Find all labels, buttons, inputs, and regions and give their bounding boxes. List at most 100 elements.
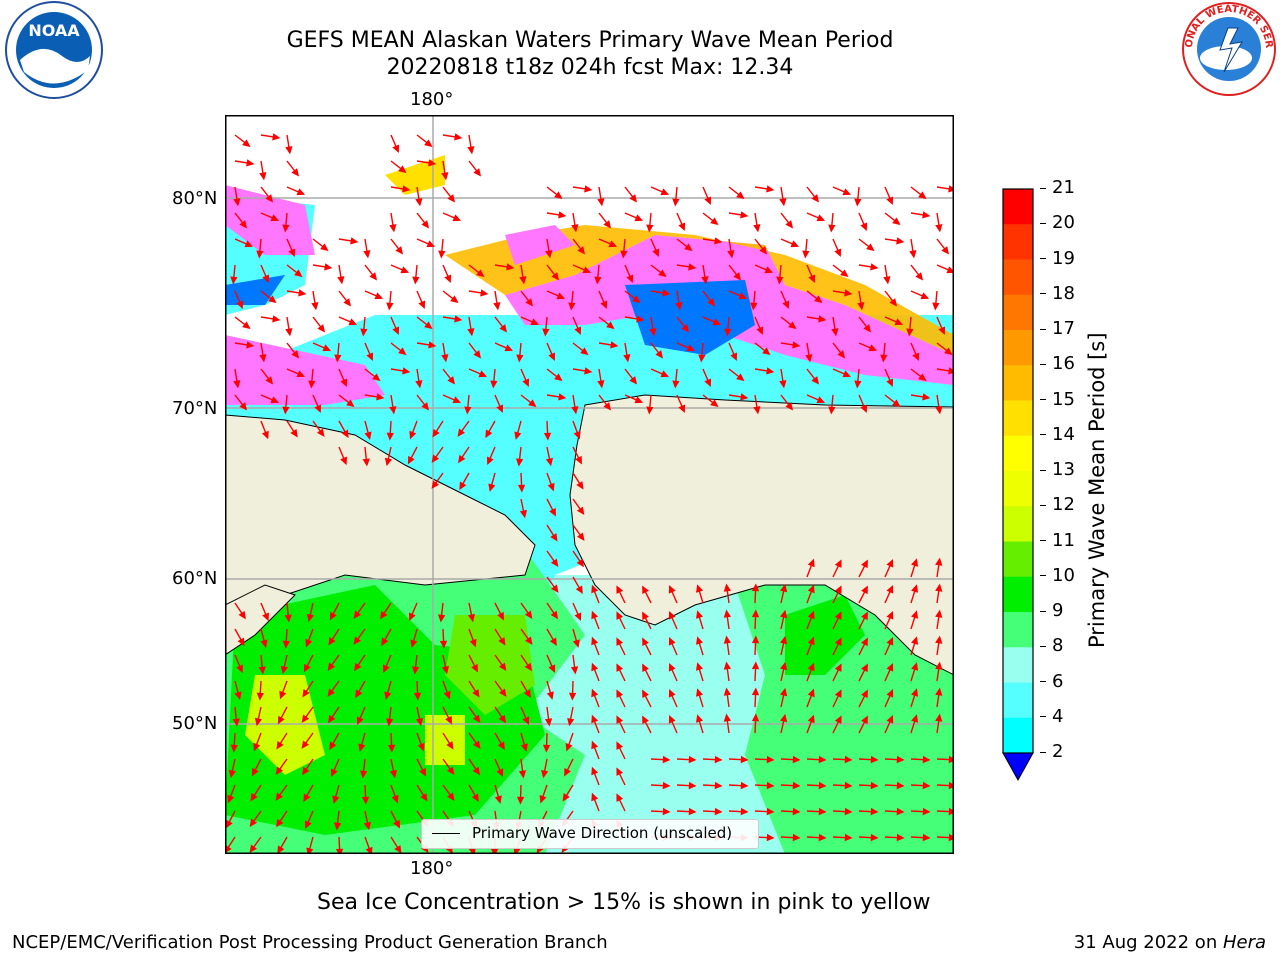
colorbar-segment — [1003, 365, 1033, 401]
wave-direction-arrowhead — [662, 807, 671, 816]
wave-direction-arrowhead — [591, 584, 599, 594]
wave-direction-arrowhead — [935, 713, 943, 722]
wave-direction-arrowhead — [577, 246, 586, 255]
wave-direction-arrowhead — [730, 352, 738, 362]
wave-direction-arrowhead — [610, 341, 619, 349]
wave-direction-arrowhead — [805, 354, 813, 363]
colorbar-segment — [1003, 506, 1033, 542]
wave-direction-arrowhead — [861, 715, 868, 725]
wave-direction-arrowhead — [354, 662, 362, 672]
wave-direction-arrowhead — [948, 755, 954, 764]
wave-direction-arrowhead — [906, 328, 914, 337]
wave-direction-arrowhead — [393, 819, 400, 829]
wave-direction-arrowhead — [780, 609, 788, 619]
wave-direction-arrowhead — [629, 376, 638, 385]
wave-direction-arrowhead — [554, 373, 563, 382]
wave-direction-arrowhead — [854, 198, 862, 207]
wave-direction-arrowhead — [387, 744, 396, 753]
wave-direction-arrowhead — [298, 289, 307, 297]
wave-direction-arrowhead — [753, 224, 761, 233]
wave-direction-arrowhead — [811, 376, 820, 385]
svg-text:NOAA: NOAA — [28, 21, 80, 40]
wave-direction-arrowhead — [256, 250, 264, 259]
wave-direction-arrowhead — [779, 380, 787, 389]
wave-direction-arrowhead — [714, 807, 723, 816]
wave-direction-arrowhead — [412, 276, 420, 285]
colorbar-segment — [1003, 224, 1033, 260]
wave-direction-arrowhead — [329, 741, 337, 751]
wave-direction-arrowhead — [576, 506, 585, 516]
wave-direction-arrowhead — [490, 848, 499, 854]
legend-line-swatch — [432, 833, 460, 834]
wave-direction-arrowhead — [886, 689, 894, 698]
wave-direction-arrowhead — [780, 583, 788, 593]
wave-direction-arrowhead — [918, 373, 927, 382]
wave-direction-arrowhead — [447, 194, 456, 203]
wave-direction-arrowhead — [472, 766, 481, 776]
wave-direction-arrowhead — [597, 198, 605, 207]
wave-direction-arrowhead — [834, 248, 842, 258]
wave-direction-arrowhead — [265, 194, 274, 203]
wave-direction-arrowhead — [911, 688, 919, 697]
wave-direction-arrowhead — [364, 431, 372, 440]
wave-direction-arrowhead — [834, 715, 842, 724]
wave-direction-arrowhead — [790, 240, 800, 248]
colorbar-tick-label: 12 — [1040, 494, 1075, 515]
footer-right: 31 Aug 2022 on Hera — [1074, 932, 1266, 953]
wave-direction-arrowhead — [807, 610, 815, 620]
wave-direction-arrowhead — [341, 429, 349, 439]
wave-direction-arrowhead — [504, 344, 514, 352]
wave-direction-arrowhead — [646, 224, 654, 233]
wave-direction-arrowhead — [294, 269, 303, 278]
wave-direction-arrowhead — [262, 274, 270, 284]
wave-direction-arrowhead — [574, 326, 582, 336]
wave-direction-arrowhead — [550, 610, 559, 620]
wave-direction-arrowhead — [282, 406, 290, 415]
wave-direction-arrowhead — [374, 292, 384, 300]
wave-direction-arrowhead — [304, 820, 312, 830]
wave-direction-arrowhead — [591, 662, 599, 672]
colorbar-tick-label: 8 — [1040, 635, 1063, 656]
wave-direction-arrowhead — [766, 807, 775, 816]
title-line-2: 20220818 t18z 024h fcst Max: 12.34 — [386, 55, 794, 80]
lat-label-70: 70°N — [172, 398, 218, 419]
wave-direction-arrowhead — [861, 611, 868, 621]
wave-direction-arrowhead — [785, 402, 794, 411]
wave-direction-arrowhead — [291, 168, 300, 177]
wave-direction-arrowhead — [361, 796, 370, 805]
wave-direction-arrowhead — [441, 665, 450, 675]
wave-direction-arrowhead — [723, 661, 732, 670]
wave-direction-arrowhead — [766, 781, 775, 790]
wave-direction-arrowhead — [792, 833, 801, 842]
wave-direction-arrowhead — [547, 482, 555, 492]
wave-direction-arrowhead — [591, 688, 599, 698]
wave-direction-arrowhead — [275, 792, 284, 801]
wave-direction-arrowhead — [443, 690, 451, 700]
wave-direction-arrowhead — [498, 662, 507, 672]
wave-direction-arrowhead — [714, 755, 723, 764]
colorbar-tick-label: 9 — [1040, 600, 1063, 621]
wave-direction-arrowhead — [570, 666, 579, 675]
wave-direction-arrowhead — [516, 796, 525, 805]
wave-direction-arrowhead — [452, 396, 462, 404]
colorbar-tick-label: 17 — [1040, 318, 1075, 339]
wave-direction-arrowhead — [265, 376, 274, 385]
wave-direction-arrowhead — [807, 662, 815, 672]
wave-direction-arrowhead — [608, 240, 618, 248]
wave-direction-arrowhead — [272, 315, 281, 323]
wave-direction-arrowhead — [355, 689, 363, 699]
wave-direction-arrowhead — [550, 558, 559, 568]
wave-direction-arrowhead — [488, 483, 496, 492]
wave-direction-arrowhead — [550, 533, 558, 542]
wave-direction-arrowhead — [642, 663, 649, 673]
colorbar-segment — [1003, 435, 1033, 472]
wave-direction-arrowhead — [424, 321, 433, 330]
wave-direction-arrowhead — [562, 793, 570, 802]
wave-direction-arrowhead — [662, 755, 671, 764]
wave-direction-arrowhead — [672, 380, 680, 389]
wave-direction-arrowhead — [915, 272, 924, 281]
wave-direction-arrowhead — [494, 795, 502, 804]
wave-direction-arrowhead — [276, 818, 284, 828]
wave-direction-arrowhead — [395, 246, 404, 255]
wave-direction-arrowhead — [330, 768, 338, 778]
